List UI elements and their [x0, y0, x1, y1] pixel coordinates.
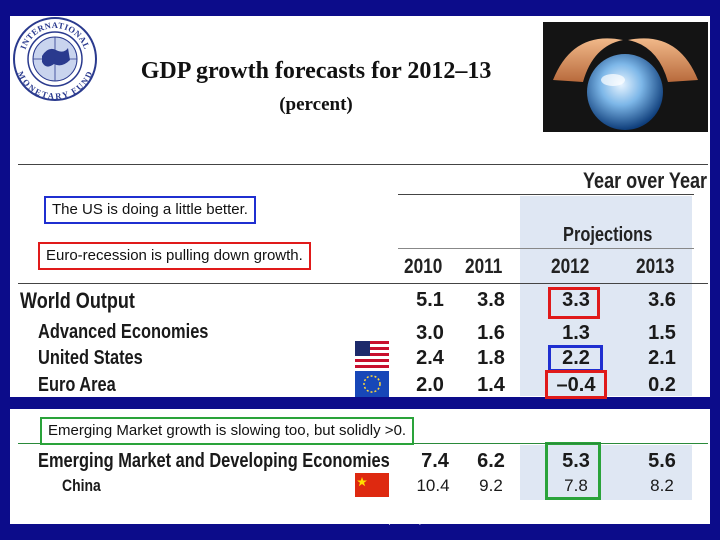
table-cell: 5.3 — [562, 450, 590, 472]
projections-band-lower — [520, 445, 692, 500]
table-cell: 1.6 — [477, 322, 505, 344]
row-label-china: China — [62, 476, 101, 495]
euro-callout: Euro-recession is pulling down growth. — [38, 242, 311, 270]
table-cell: 3.6 — [648, 289, 676, 311]
year-over-year-header: Year over Year — [583, 168, 708, 193]
emerging-2012-highlight — [545, 442, 601, 500]
col-2011: 2011 — [465, 255, 503, 278]
table-cell: 1.3 — [562, 322, 590, 344]
slide-title: GDP growth forecasts for 2012–13 — [140, 58, 492, 84]
table-cell: 7.4 — [421, 450, 449, 472]
table-cell: 6.2 — [477, 450, 505, 472]
projections-header: Projections — [563, 224, 653, 246]
year-over-year-rule — [398, 194, 694, 195]
table-cell: 9.2 — [479, 476, 503, 495]
table-cell: 2.4 — [416, 347, 444, 369]
table-cell: 8.2 — [650, 476, 674, 495]
row-label-united-states: United States — [38, 347, 143, 369]
table-cell: 1.4 — [477, 374, 505, 396]
china-flag-icon — [355, 473, 389, 497]
euro-2012-highlight — [545, 370, 607, 399]
row-label-world-output: World Output — [20, 288, 135, 313]
eu-flag-icon — [355, 371, 389, 397]
crystal-ball-hands-icon — [543, 22, 708, 132]
source-citation: World Economic Outlook, IMF, Oct. 2012 — [0, 510, 720, 526]
source-title: World Economic Outlook — [233, 510, 388, 526]
table-cell: 0.2 — [648, 374, 676, 396]
col-2010: 2010 — [404, 255, 443, 278]
source-suffix: , IMF, Oct. 2012 — [387, 510, 487, 526]
table-cell: 1.5 — [648, 322, 676, 344]
us-callout: The US is doing a little better. — [44, 196, 256, 224]
imf-seal-icon: INTERNATIONAL MONETARY FUND — [13, 17, 97, 101]
world-output-2012-highlight — [548, 287, 600, 319]
us-flag-icon — [355, 341, 389, 369]
table-cell: 2.0 — [416, 374, 444, 396]
us-2012-highlight — [548, 345, 603, 372]
table-cell: 5.6 — [648, 450, 676, 472]
table-cell: 7.8 — [564, 476, 588, 495]
col-2013: 2013 — [636, 255, 675, 278]
table-cell: 5.1 — [416, 289, 444, 311]
row-label-emerging-market: Emerging Market and Developing Economies — [38, 450, 390, 472]
table-cell: –0.4 — [556, 374, 596, 396]
slide-subtitle: (percent) — [279, 94, 353, 115]
table-cell: 1.8 — [477, 347, 505, 369]
header-bottom-rule — [18, 283, 708, 284]
table-cell: 2.2 — [562, 347, 590, 369]
table-cell: 2.1 — [648, 347, 676, 369]
row-label-advanced-economies: Advanced Economies — [38, 321, 209, 343]
col-2012: 2012 — [551, 255, 590, 278]
emerging-callout: Emerging Market growth is slowing too, b… — [40, 417, 415, 445]
projections-rule — [398, 248, 694, 249]
table-top-rule — [18, 164, 708, 165]
table-cell: 3.0 — [416, 322, 444, 344]
row-label-euro-area: Euro Area — [38, 374, 116, 396]
section-divider — [10, 397, 710, 409]
table-cell: 10.4 — [416, 476, 450, 495]
table-cell: 3.8 — [477, 289, 505, 311]
table-cell: 3.3 — [562, 289, 590, 311]
